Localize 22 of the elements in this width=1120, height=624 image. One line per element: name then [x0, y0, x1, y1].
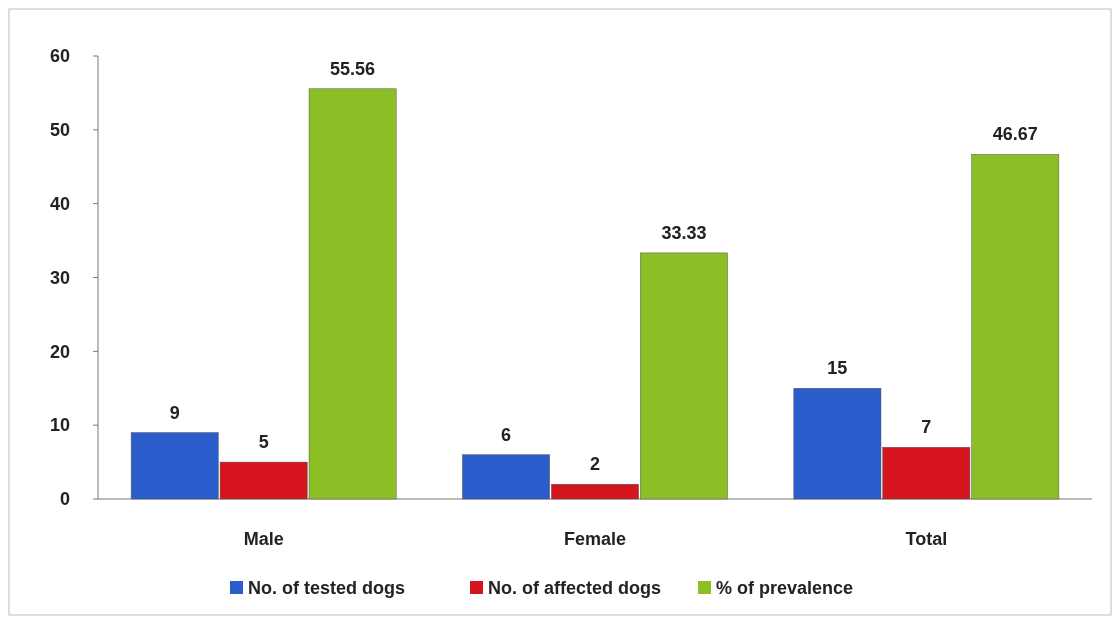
x-tick-label: Total	[905, 529, 948, 549]
x-tick-label: Male	[243, 529, 284, 549]
y-tick-label: 60	[49, 46, 70, 67]
legend-label: No. of tested dogs	[248, 578, 405, 599]
y-tick-label: 40	[49, 193, 70, 214]
y-tick-label: 0	[59, 489, 70, 510]
data-label: 55.56	[330, 58, 376, 79]
y-tick-label: 20	[49, 341, 70, 362]
data-label: 7	[921, 417, 932, 438]
x-tick-label: Female	[563, 529, 627, 549]
y-tick-label: 30	[49, 267, 70, 288]
data-label: 15	[827, 358, 848, 379]
data-label: 9	[169, 402, 180, 423]
y-tick-label: 10	[49, 415, 70, 436]
y-tick-label: 50	[49, 120, 70, 141]
legend-label: % of prevalence	[716, 578, 854, 599]
data-label: 33.33	[661, 222, 707, 243]
data-label: 5	[258, 432, 269, 453]
data-label: 46.67	[992, 124, 1038, 145]
legend-label: No. of affected dogs	[488, 578, 662, 599]
data-label: 6	[501, 424, 512, 445]
data-label: 2	[589, 454, 601, 475]
